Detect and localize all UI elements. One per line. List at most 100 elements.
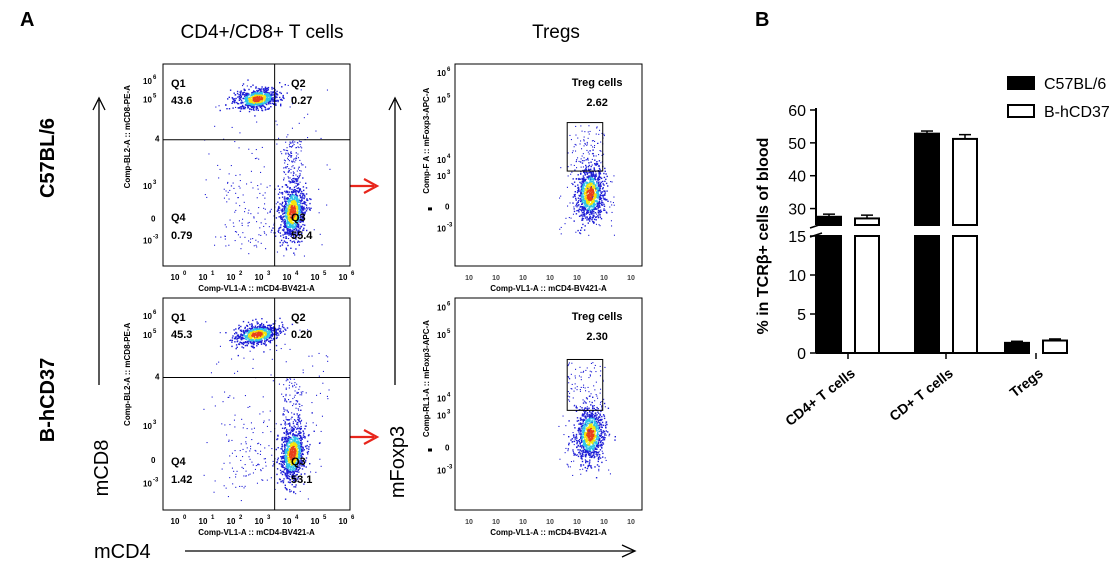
col-title-tregs: Tregs — [532, 22, 580, 43]
category-label: CD+ T cells — [886, 365, 956, 424]
y-tick-label: 0 — [151, 456, 156, 465]
y-tick-label: 10 — [143, 237, 152, 246]
quadrant-value: 45.3 — [171, 329, 192, 341]
x-tick-exponent: 3 — [267, 271, 271, 277]
x-tick-label: 10 — [627, 275, 635, 282]
y-tick-label: 5 — [797, 307, 806, 324]
y-tick-label: 10 — [143, 95, 152, 104]
quadrant-value: 0.79 — [171, 230, 192, 242]
category-label: CD4+ T cells — [782, 365, 858, 429]
y-tick-label: 10 — [437, 69, 446, 78]
y-tick-label: 10 — [437, 156, 446, 165]
quadrant-value: 0.20 — [291, 329, 312, 341]
mcd4-axis-arrow — [185, 544, 637, 558]
x-tick-label: 10 — [283, 517, 292, 526]
treg-gate-value: 2.30 — [586, 331, 607, 343]
bar-1-0 — [914, 130, 940, 354]
bar-2-1 — [1042, 338, 1068, 354]
bar-2-0 — [1004, 340, 1030, 354]
mfoxp3-axis-label: mFoxp3 — [387, 426, 409, 498]
x-tick-label: 10 — [283, 273, 292, 282]
x-tick-exponent: 0 — [183, 515, 187, 521]
bar-0-0 — [816, 213, 842, 354]
x-tick-exponent: 4 — [295, 515, 299, 521]
y-tick-exponent: 3 — [153, 180, 157, 186]
treg-gate-label: Treg cells — [572, 77, 623, 89]
quadrant-label: Q3 — [291, 456, 306, 468]
y-tick-label: 10 — [437, 395, 446, 404]
y-tick-exponent: 4 — [447, 393, 451, 399]
x-tick-exponent: 6 — [351, 515, 355, 521]
y-tick-label: 10 — [143, 331, 152, 340]
legend-label: B-hCD37 — [1044, 104, 1110, 121]
y-tick-exponent: 5 — [153, 93, 157, 99]
treg-gate-value: 2.62 — [586, 97, 607, 109]
quadrant-label: Q1 — [171, 78, 186, 90]
x-axis-title: Comp-VL1-A :: mCD4-BV421-A — [198, 284, 315, 293]
x-tick-exponent: 2 — [239, 271, 243, 277]
treg-gate — [566, 358, 604, 411]
row-label-bhcd37: B-hCD37 — [37, 358, 59, 442]
quadrant-value: 55.4 — [291, 230, 313, 242]
x-tick-label: 10 — [255, 517, 264, 526]
quadrant-label: Q4 — [171, 212, 187, 224]
x-tick-label: 10 — [492, 519, 500, 526]
y-tick-exponent: 5 — [447, 93, 451, 99]
y-axis-title: Comp-BL2-A :: mCD8-PE-A — [123, 85, 132, 188]
x-tick-label: 10 — [199, 273, 208, 282]
y-tick-label: 10 — [437, 225, 446, 234]
y-tick-exponent: -3 — [153, 235, 159, 241]
quadrant-value: 0.27 — [291, 95, 312, 107]
x-tick-label: 10 — [339, 273, 348, 282]
x-tick-label: 10 — [171, 517, 180, 526]
y-tick-exponent: -3 — [447, 465, 453, 471]
x-tick-label: 10 — [255, 273, 264, 282]
x-tick-label: 10 — [600, 519, 608, 526]
y-tick-label: 10 — [143, 479, 152, 488]
legend-swatch — [1007, 76, 1035, 90]
y-tick-exponent: 5 — [447, 329, 451, 335]
x-tick-exponent: 3 — [267, 515, 271, 521]
x-tick-label: 10 — [573, 519, 581, 526]
y-tick-exponent: 3 — [447, 410, 451, 416]
y-tick-exponent: 4 — [447, 154, 451, 160]
y-tick-label: 0 — [151, 215, 156, 224]
y-tick-exponent: 6 — [153, 310, 157, 316]
x-tick-label: 10 — [227, 273, 236, 282]
mcd4-axis-label: mCD4 — [94, 541, 151, 563]
y-tick-label: 50 — [788, 136, 806, 153]
y-tick-label: 15 — [788, 229, 806, 246]
quadrant-value: 43.6 — [171, 95, 192, 107]
x-tick-label: 10 — [339, 517, 348, 526]
x-axis-title: Comp-VL1-A :: mCD4-BV421-A — [490, 528, 607, 537]
y-tick-label: 0 — [797, 346, 806, 363]
y-tick-exponent: -3 — [153, 477, 159, 483]
y-tick-label: 10 — [143, 422, 152, 431]
y-tick-label: 10 — [437, 331, 446, 340]
y-tick-label: 10 — [788, 268, 806, 285]
bar-chart: 0 5 10 15 30 40 50 60 % in TCRβ+ cells of blood C… — [755, 76, 1110, 429]
x-tick-label: 10 — [492, 275, 500, 282]
panel-b-label: B — [755, 9, 769, 31]
y-tick-label: 10 — [437, 95, 446, 104]
y-tick-label: 10 — [437, 412, 446, 421]
y-tick-exponent: -3 — [447, 223, 453, 229]
x-tick-exponent: 5 — [323, 515, 327, 521]
mcd8-axis-arrow — [92, 96, 106, 385]
y-tick-exponent: 6 — [447, 301, 451, 307]
y-axis-title: Comp-BL2-A :: mCD8-PE-A — [123, 322, 132, 425]
legend-label: C57BL/6 — [1044, 76, 1106, 93]
quadrant-label: Q1 — [171, 312, 186, 324]
quadrant-label: Q2 — [291, 312, 306, 324]
y-tick-exponent: 3 — [153, 420, 157, 426]
bar-0-1 — [854, 214, 880, 354]
x-tick-exponent: 0 — [183, 271, 187, 277]
y-tick-exponent: 3 — [447, 170, 451, 176]
y-tick-exponent: 5 — [153, 329, 157, 335]
y-axis-title: % in TCRβ+ cells of blood — [755, 138, 772, 335]
treg-gate-label: Treg cells — [572, 311, 623, 323]
row-label-c57bl6: C57BL/6 — [37, 118, 59, 198]
x-axis-title: Comp-VL1-A :: mCD4-BV421-A — [490, 284, 607, 293]
